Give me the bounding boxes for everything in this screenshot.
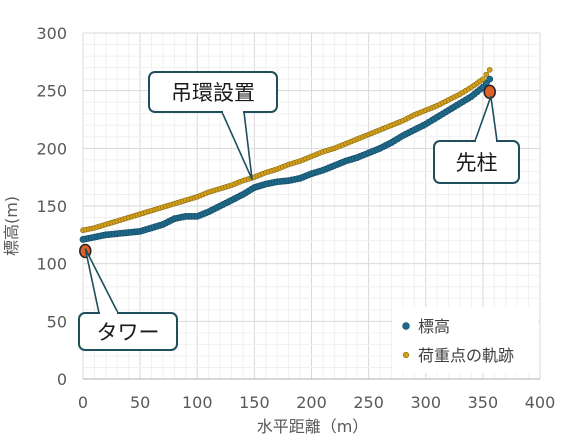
x-tick-label: 50 [130, 393, 150, 412]
series-layer [79, 67, 494, 243]
y-tick-label: 300 [36, 24, 67, 43]
x-tick-label: 250 [353, 393, 384, 412]
x-tick-label: 350 [468, 393, 499, 412]
x-axis-title: 水平距離（m） [257, 417, 369, 436]
callout-tower: タワー [78, 248, 178, 351]
series-2 [80, 67, 493, 234]
callout-box [78, 312, 178, 351]
callout-box [148, 71, 278, 113]
callout-label: 吊環設置 [171, 81, 255, 105]
callout-tip-pole: 先柱 [433, 96, 520, 184]
legend-swatch [402, 351, 410, 359]
data-point [486, 75, 494, 83]
x-tick-label: 200 [296, 393, 327, 412]
y-tick-label: 100 [36, 255, 67, 274]
data-point [480, 76, 486, 82]
legend-label: 標高 [418, 317, 450, 336]
series-1 [79, 75, 494, 243]
x-tick-label: 400 [525, 393, 556, 412]
y-tick-label: 50 [47, 312, 67, 331]
x-axis-ticks: 0 50 100 150 200 250 300 350 400 [78, 393, 555, 412]
tip-pole-marker [483, 84, 496, 100]
legend-background [392, 307, 538, 373]
callout-label: タワー [97, 321, 160, 345]
data-point [486, 67, 493, 73]
legend-swatch [402, 322, 410, 330]
legend-label: 荷重点の軌跡 [418, 346, 514, 365]
callout-pointer [220, 111, 253, 180]
data-point [483, 71, 490, 78]
callout-pointer [84, 248, 120, 314]
x-tick-label: 100 [182, 393, 213, 412]
y-tick-label: 200 [36, 139, 67, 158]
x-tick-label: 150 [239, 393, 270, 412]
x-tick-label: 300 [410, 393, 441, 412]
callout-label: 先柱 [456, 151, 498, 175]
callout-pointer [473, 96, 498, 142]
y-tick-label: 0 [57, 370, 67, 389]
y-tick-label: 150 [36, 197, 67, 216]
y-axis-title: 標高(m) [2, 196, 21, 256]
callout-suspension-ring: 吊環設置 [148, 71, 278, 180]
x-tick-label: 0 [78, 393, 88, 412]
y-axis-ticks: 0 50 100 150 200 250 300 [36, 24, 67, 389]
y-tick-label: 250 [36, 82, 67, 101]
